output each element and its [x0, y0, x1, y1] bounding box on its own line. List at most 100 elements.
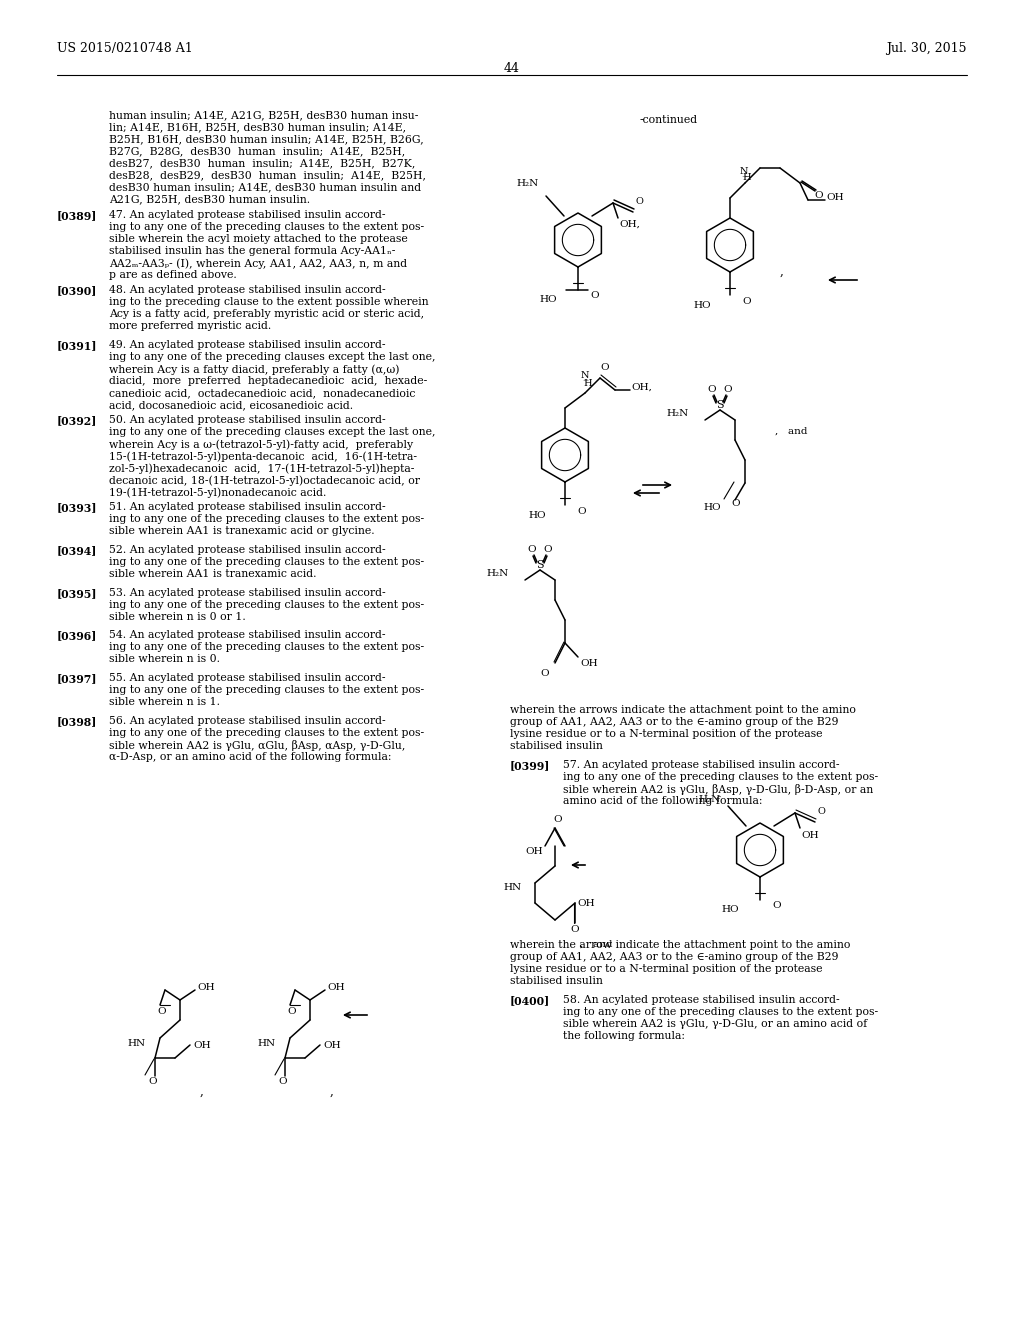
Text: 54. An acylated protease stabilised insulin accord-: 54. An acylated protease stabilised insu…	[109, 630, 385, 640]
Text: O: O	[527, 545, 537, 554]
Text: acid, docosanedioic acid, eicosanedioic acid.: acid, docosanedioic acid, eicosanedioic …	[109, 400, 353, 411]
Text: B25H, B16H, desB30 human insulin; A14E, B25H, B26G,: B25H, B16H, desB30 human insulin; A14E, …	[109, 135, 424, 144]
Text: HO: HO	[693, 301, 711, 309]
Text: ing to any one of the preceding clauses to the extent pos-: ing to any one of the preceding clauses …	[563, 1007, 879, 1016]
Text: O: O	[590, 292, 599, 301]
Text: p are as defined above.: p are as defined above.	[109, 271, 237, 280]
Text: [0392]: [0392]	[57, 414, 97, 426]
Text: ,   and: , and	[775, 426, 808, 436]
Text: 58. An acylated protease stabilised insulin accord-: 58. An acylated protease stabilised insu…	[563, 995, 840, 1005]
Text: [0393]: [0393]	[57, 502, 97, 513]
Text: ing to any one of the preceding clauses to the extent pos-: ing to any one of the preceding clauses …	[109, 729, 424, 738]
Text: 51. An acylated protease stabilised insulin accord-: 51. An acylated protease stabilised insu…	[109, 502, 386, 512]
Text: [0400]: [0400]	[510, 995, 550, 1006]
Text: α-D-Asp, or an amino acid of the following formula:: α-D-Asp, or an amino acid of the followi…	[109, 752, 391, 762]
Text: O: O	[279, 1077, 288, 1086]
Text: ing to any one of the preceding clauses to the extent pos-: ing to any one of the preceding clauses …	[109, 642, 424, 652]
Text: HO: HO	[528, 511, 546, 520]
Text: wherein the arrows indicate the attachment point to the amino: wherein the arrows indicate the attachme…	[510, 705, 856, 715]
Text: lysine residue or to a N-terminal position of the protease: lysine residue or to a N-terminal positi…	[510, 729, 822, 739]
Text: Jul. 30, 2015: Jul. 30, 2015	[887, 42, 967, 55]
Text: H₂N: H₂N	[698, 796, 720, 804]
Text: O: O	[772, 902, 780, 911]
Text: O: O	[288, 1007, 296, 1016]
Text: ing to any one of the preceding clauses except the last one,: ing to any one of the preceding clauses …	[109, 426, 435, 437]
Text: sible wherein n is 0.: sible wherein n is 0.	[109, 653, 220, 664]
Text: wherein Acy is a ω-(tetrazol-5-yl)-fatty acid,  preferably: wherein Acy is a ω-(tetrazol-5-yl)-fatty…	[109, 440, 413, 450]
Text: Acy is a fatty acid, preferably myristic acid or steric acid,: Acy is a fatty acid, preferably myristic…	[109, 309, 424, 319]
Text: HN: HN	[504, 883, 522, 892]
Text: [0396]: [0396]	[57, 630, 97, 642]
Text: H₂N: H₂N	[516, 180, 539, 189]
Text: group of AA1, AA2, AA3 or to the ∈-amino group of the B29: group of AA1, AA2, AA3 or to the ∈-amino…	[510, 717, 839, 727]
Text: [0395]: [0395]	[57, 587, 97, 599]
Text: OH: OH	[323, 1040, 341, 1049]
Text: 57. An acylated protease stabilised insulin accord-: 57. An acylated protease stabilised insu…	[563, 760, 840, 770]
Text: N̲: N̲	[581, 370, 590, 380]
Text: US 2015/0210748 A1: US 2015/0210748 A1	[57, 42, 193, 55]
Text: ,   and: , and	[580, 940, 612, 949]
Text: OH,: OH,	[618, 219, 640, 228]
Text: 53. An acylated protease stabilised insulin accord-: 53. An acylated protease stabilised insu…	[109, 587, 386, 598]
Text: O: O	[601, 363, 609, 371]
Text: O: O	[577, 507, 586, 516]
Text: canedioic acid,  octadecanedioic acid,  nonadecanedioic: canedioic acid, octadecanedioic acid, no…	[109, 388, 416, 399]
Text: ing to any one of the preceding clauses except the last one,: ing to any one of the preceding clauses …	[109, 352, 435, 362]
Text: [0389]: [0389]	[57, 210, 97, 220]
Text: H₂N: H₂N	[667, 408, 689, 417]
Text: more preferred myristic acid.: more preferred myristic acid.	[109, 321, 271, 331]
Text: ing to any one of the preceding clauses to the extent pos-: ing to any one of the preceding clauses …	[109, 685, 424, 696]
Text: decanoic acid, 18-(1H-tetrazol-5-yl)octadecanoic acid, or: decanoic acid, 18-(1H-tetrazol-5-yl)octa…	[109, 475, 420, 486]
Text: [0399]: [0399]	[510, 760, 550, 771]
Text: 19-(1H-tetrazol-5-yl)nonadecanoic acid.: 19-(1H-tetrazol-5-yl)nonadecanoic acid.	[109, 487, 327, 498]
Text: O: O	[148, 1077, 158, 1086]
Text: sible wherein AA2 is γGlu, γ-D-Glu, or an amino acid of: sible wherein AA2 is γGlu, γ-D-Glu, or a…	[563, 1019, 867, 1030]
Text: HN: HN	[258, 1040, 276, 1048]
Text: ,: ,	[330, 1085, 334, 1098]
Text: O: O	[742, 297, 751, 305]
Text: O: O	[554, 816, 562, 825]
Text: diacid,  more  preferred  heptadecanedioic  acid,  hexade-: diacid, more preferred heptadecanedioic …	[109, 376, 427, 385]
Text: [0394]: [0394]	[57, 545, 97, 556]
Text: OH: OH	[801, 830, 818, 840]
Text: O: O	[541, 668, 549, 677]
Text: 50. An acylated protease stabilised insulin accord-: 50. An acylated protease stabilised insu…	[109, 414, 386, 425]
Text: 55. An acylated protease stabilised insulin accord-: 55. An acylated protease stabilised insu…	[109, 673, 385, 682]
Text: stabilised insulin: stabilised insulin	[510, 741, 603, 751]
Text: O: O	[635, 198, 643, 206]
Text: OH,: OH,	[631, 383, 652, 392]
Text: wherein Acy is a fatty diacid, preferably a fatty (α,ω): wherein Acy is a fatty diacid, preferabl…	[109, 364, 399, 375]
Text: O: O	[570, 925, 580, 935]
Text: desB28,  desB29,  desB30  human  insulin;  A14E,  B25H,: desB28, desB29, desB30 human insulin; A1…	[109, 170, 426, 180]
Text: [0397]: [0397]	[57, 673, 97, 684]
Text: ,: ,	[780, 265, 784, 279]
Text: sible wherein AA1 is tranexamic acid or glycine.: sible wherein AA1 is tranexamic acid or …	[109, 525, 375, 536]
Text: O: O	[724, 385, 732, 395]
Text: OH: OH	[580, 659, 598, 668]
Text: ing to any one of the preceding clauses to the extent pos-: ing to any one of the preceding clauses …	[109, 557, 424, 568]
Text: O: O	[544, 545, 552, 554]
Text: [0398]: [0398]	[57, 715, 97, 727]
Text: OH: OH	[826, 193, 844, 202]
Text: OH: OH	[577, 899, 595, 908]
Text: OH: OH	[197, 983, 215, 993]
Text: 49. An acylated protease stabilised insulin accord-: 49. An acylated protease stabilised insu…	[109, 341, 385, 350]
Text: wherein the arrow indicate the attachment point to the amino: wherein the arrow indicate the attachmen…	[510, 940, 850, 950]
Text: ing to any one of the preceding clauses to the extent pos-: ing to any one of the preceding clauses …	[109, 601, 424, 610]
Text: 52. An acylated protease stabilised insulin accord-: 52. An acylated protease stabilised insu…	[109, 545, 386, 554]
Text: sible wherein AA2 is γGlu, αGlu, βAsp, αAsp, γ-D-Glu,: sible wherein AA2 is γGlu, αGlu, βAsp, α…	[109, 741, 406, 751]
Text: sible wherein n is 1.: sible wherein n is 1.	[109, 697, 220, 708]
Text: HO: HO	[703, 503, 721, 511]
Text: 47. An acylated protease stabilised insulin accord-: 47. An acylated protease stabilised insu…	[109, 210, 385, 220]
Text: zol-5-yl)hexadecanoic  acid,  17-(1H-tetrazol-5-yl)hepta-: zol-5-yl)hexadecanoic acid, 17-(1H-tetra…	[109, 463, 415, 474]
Text: stabilised insulin has the general formula Acy-AA1ₙ-: stabilised insulin has the general formu…	[109, 246, 395, 256]
Text: 48. An acylated protease stabilised insulin accord-: 48. An acylated protease stabilised insu…	[109, 285, 386, 294]
Text: S: S	[537, 560, 544, 570]
Text: O: O	[158, 1007, 166, 1016]
Text: ing to any one of the preceding clauses to the extent pos-: ing to any one of the preceding clauses …	[109, 513, 424, 524]
Text: sible wherein AA2 is γGlu, βAsp, γ-D-Glu, β-D-Asp, or an: sible wherein AA2 is γGlu, βAsp, γ-D-Glu…	[563, 784, 873, 795]
Text: N̲: N̲	[740, 166, 749, 176]
Text: lin; A14E, B16H, B25H, desB30 human insulin; A14E,: lin; A14E, B16H, B25H, desB30 human insu…	[109, 121, 407, 132]
Text: OH: OH	[193, 1040, 211, 1049]
Text: A21G, B25H, desB30 human insulin.: A21G, B25H, desB30 human insulin.	[109, 194, 310, 205]
